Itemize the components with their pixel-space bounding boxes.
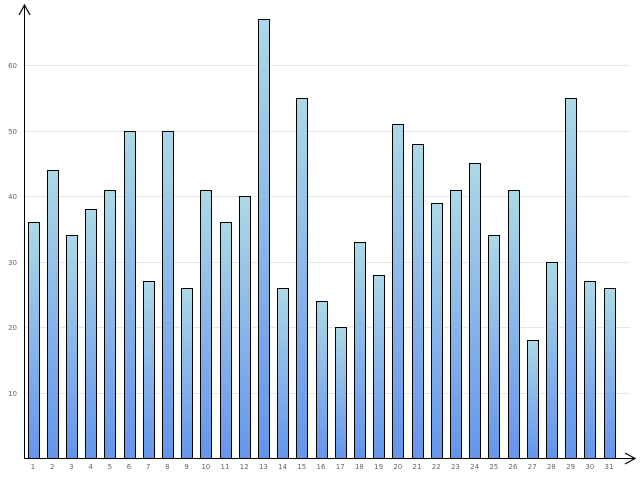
bar-11 — [220, 222, 232, 459]
bar-2 — [47, 170, 59, 459]
bar-1 — [28, 222, 40, 459]
x-tick-label: 19 — [374, 463, 383, 471]
x-tick-label: 15 — [297, 463, 306, 471]
bar-15 — [296, 98, 308, 459]
bar-16 — [316, 301, 328, 459]
bar-10 — [200, 190, 212, 459]
x-tick-label: 16 — [317, 463, 326, 471]
x-tick-label: 25 — [489, 463, 498, 471]
x-tick-label: 18 — [355, 463, 364, 471]
x-tick-label: 31 — [605, 463, 614, 471]
bar-19 — [373, 275, 385, 459]
bar-14 — [277, 288, 289, 459]
y-axis-arrow-icon — [18, 3, 31, 16]
x-tick-label: 5 — [108, 463, 112, 471]
x-tick-label: 7 — [146, 463, 150, 471]
y-tick-label: 20 — [8, 324, 17, 332]
bar-7 — [143, 281, 155, 459]
bar-6 — [124, 131, 136, 459]
x-tick-label: 24 — [470, 463, 479, 471]
bar-29 — [565, 98, 577, 459]
y-tick-label: 40 — [8, 193, 17, 201]
x-tick-label: 14 — [278, 463, 287, 471]
bar-17 — [335, 327, 347, 459]
y-tick-label: 30 — [8, 259, 17, 267]
x-tick-label: 1 — [31, 463, 35, 471]
x-tick-label: 10 — [201, 463, 210, 471]
bar-4 — [85, 209, 97, 459]
x-tick-label: 9 — [184, 463, 188, 471]
x-tick-label: 17 — [336, 463, 345, 471]
bar-9 — [181, 288, 193, 459]
x-tick-label: 4 — [88, 463, 93, 471]
x-tick-label: 29 — [566, 463, 575, 471]
x-tick-label: 26 — [509, 463, 518, 471]
x-tick-label: 13 — [259, 463, 268, 471]
bar-20 — [392, 124, 404, 459]
bar-3 — [66, 235, 78, 459]
x-tick-label: 3 — [69, 463, 73, 471]
x-tick-label: 21 — [413, 463, 422, 471]
y-tick-label: 10 — [8, 390, 17, 398]
bar-30 — [584, 281, 596, 459]
x-tick-label: 20 — [393, 463, 402, 471]
x-tick-label: 6 — [127, 463, 132, 471]
bar-23 — [450, 190, 462, 459]
x-tick-label: 27 — [528, 463, 537, 471]
x-tick-label: 2 — [50, 463, 54, 471]
bar-27 — [527, 340, 539, 459]
bar-31 — [604, 288, 616, 459]
y-tick-labels: 10 20 30 40 50 60 — [8, 62, 17, 398]
bar-12 — [239, 196, 251, 459]
x-tick-label: 28 — [547, 463, 556, 471]
bar-25 — [488, 235, 500, 459]
bar-22 — [431, 203, 443, 459]
x-tick-label: 11 — [221, 463, 230, 471]
axes — [18, 3, 637, 465]
x-tick-label: 30 — [585, 463, 594, 471]
bar-13 — [258, 19, 270, 459]
x-tick-label: 12 — [240, 463, 249, 471]
bar-5 — [104, 190, 116, 459]
bars — [28, 19, 616, 459]
bar-21 — [412, 144, 424, 459]
y-tick-label: 60 — [8, 62, 17, 70]
bar-8 — [162, 131, 174, 459]
bar-28 — [546, 262, 558, 459]
bar-18 — [354, 242, 366, 459]
bar-26 — [508, 190, 520, 459]
x-axis-arrow-icon — [624, 452, 637, 465]
x-tick-label: 8 — [165, 463, 169, 471]
bar-24 — [469, 163, 481, 459]
x-tick-labels: 1 2 3 4 5 6 7 8 9 10 11 12 13 14 15 16 17 18 19 20 21 22 23 24 2… — [31, 463, 614, 471]
y-tick-label: 50 — [8, 128, 17, 136]
x-tick-label: 22 — [432, 463, 441, 471]
x-tick-label: 23 — [451, 463, 460, 471]
